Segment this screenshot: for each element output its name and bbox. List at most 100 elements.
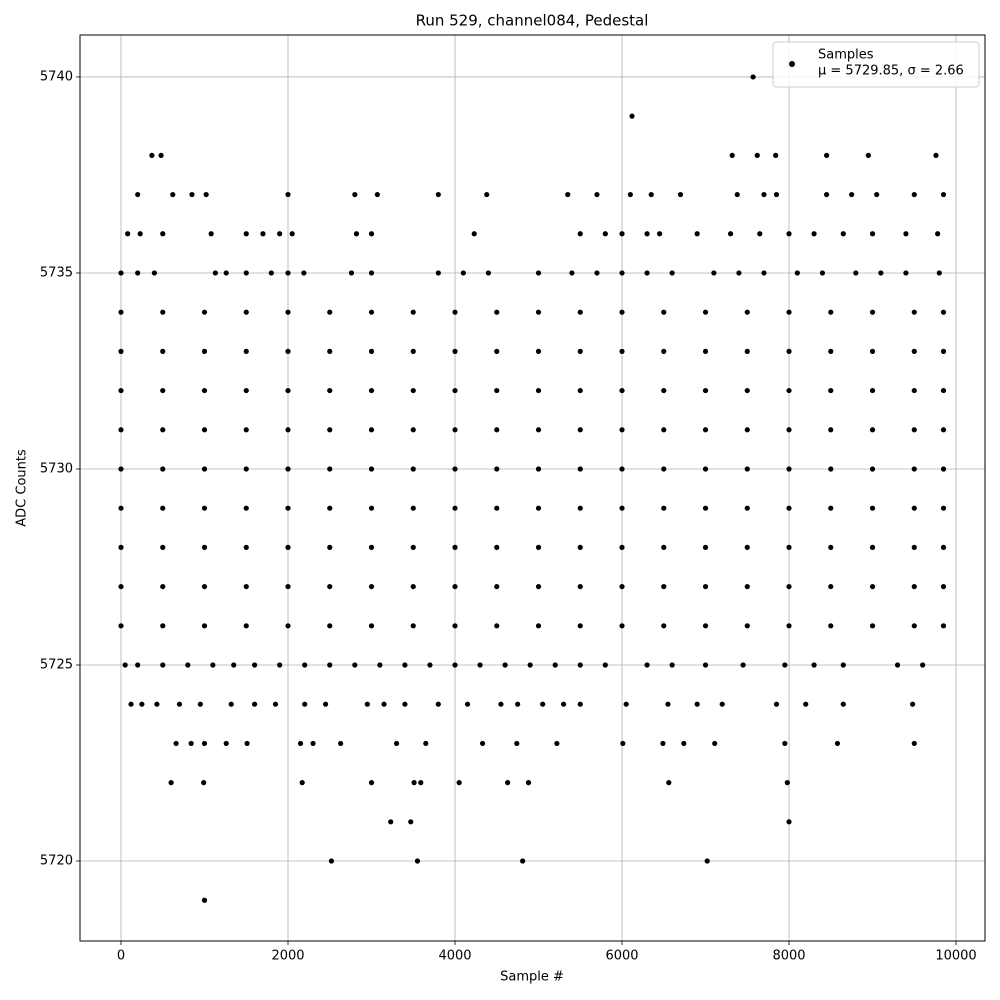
data-point: [535, 544, 542, 550]
data-point: [933, 152, 939, 158]
data-point: [260, 231, 266, 237]
data-point: [702, 348, 709, 354]
data-point: [408, 819, 414, 825]
data-point: [744, 309, 750, 315]
data-point: [712, 740, 718, 747]
data-point: [484, 191, 490, 198]
data-point: [619, 348, 625, 354]
data-point: [452, 583, 458, 590]
data-point: [619, 623, 625, 629]
data-point: [118, 544, 124, 550]
data-point: [118, 583, 124, 590]
data-point: [535, 270, 542, 276]
data-point: [520, 858, 526, 864]
data-point: [368, 270, 375, 276]
data-point: [201, 623, 208, 629]
data-point: [427, 662, 433, 668]
data-point: [828, 387, 834, 394]
data-point: [410, 348, 416, 354]
data-point: [661, 623, 667, 629]
data-point: [629, 113, 635, 119]
data-point: [786, 231, 792, 237]
data-point: [244, 740, 250, 747]
data-point: [327, 348, 333, 354]
data-point: [243, 583, 249, 590]
data-point: [228, 701, 234, 707]
data-point: [761, 270, 767, 276]
data-point: [936, 270, 942, 276]
data-point: [627, 191, 633, 198]
data-point: [515, 701, 521, 707]
data-point: [620, 740, 626, 747]
data-point: [602, 231, 608, 237]
data-point: [940, 623, 947, 629]
data-point: [702, 583, 709, 590]
data-point: [554, 740, 560, 747]
data-point: [828, 544, 834, 550]
data-point: [940, 544, 947, 550]
data-point: [619, 466, 625, 472]
data-point: [729, 152, 735, 158]
data-point: [410, 623, 416, 629]
data-point: [911, 387, 917, 394]
data-point: [212, 270, 218, 276]
data-point: [694, 701, 700, 707]
data-point: [118, 348, 124, 354]
data-point: [786, 348, 792, 354]
data-point: [744, 387, 750, 394]
data-point: [840, 701, 846, 707]
data-point: [619, 544, 625, 550]
data-point: [310, 740, 316, 747]
data-point: [364, 701, 370, 707]
points: [118, 74, 947, 903]
data-point: [456, 780, 462, 786]
data-point: [619, 427, 625, 433]
data-point: [577, 623, 583, 629]
data-point: [782, 740, 788, 747]
data-point: [911, 623, 917, 629]
data-point: [666, 780, 672, 786]
data-point: [786, 819, 792, 825]
y-tick-label: 5740: [40, 69, 73, 84]
data-point: [285, 505, 291, 511]
data-point: [277, 662, 283, 668]
data-point: [734, 191, 740, 198]
data-point: [285, 348, 291, 354]
data-point: [210, 662, 216, 668]
data-point: [828, 466, 834, 472]
data-point: [368, 427, 375, 433]
data-point: [203, 191, 209, 198]
data-point: [740, 662, 746, 668]
data-point: [201, 309, 208, 315]
data-point: [869, 623, 876, 629]
data-point: [577, 701, 583, 707]
data-point: [160, 348, 166, 354]
data-point: [118, 466, 124, 472]
data-point: [201, 387, 208, 394]
data-point: [577, 348, 583, 354]
data-point: [252, 662, 258, 668]
data-point: [160, 466, 166, 472]
data-point: [903, 270, 909, 276]
data-point: [535, 583, 542, 590]
data-point: [940, 505, 947, 511]
data-point: [285, 387, 291, 394]
data-point: [577, 231, 583, 237]
data-point: [619, 231, 625, 237]
data-point: [435, 701, 441, 707]
data-point: [910, 701, 916, 707]
x-tick-label: 6000: [605, 949, 638, 964]
data-point: [661, 348, 667, 354]
data-point: [173, 740, 179, 747]
data-point: [494, 544, 500, 550]
data-point: [135, 191, 141, 198]
data-point: [381, 701, 387, 707]
data-point: [201, 466, 208, 472]
data-point: [151, 270, 158, 276]
data-point: [135, 270, 141, 276]
data-point: [911, 191, 917, 198]
data-point: [452, 309, 458, 315]
data-point: [702, 623, 709, 629]
data-point: [874, 191, 880, 198]
data-point: [527, 662, 533, 668]
